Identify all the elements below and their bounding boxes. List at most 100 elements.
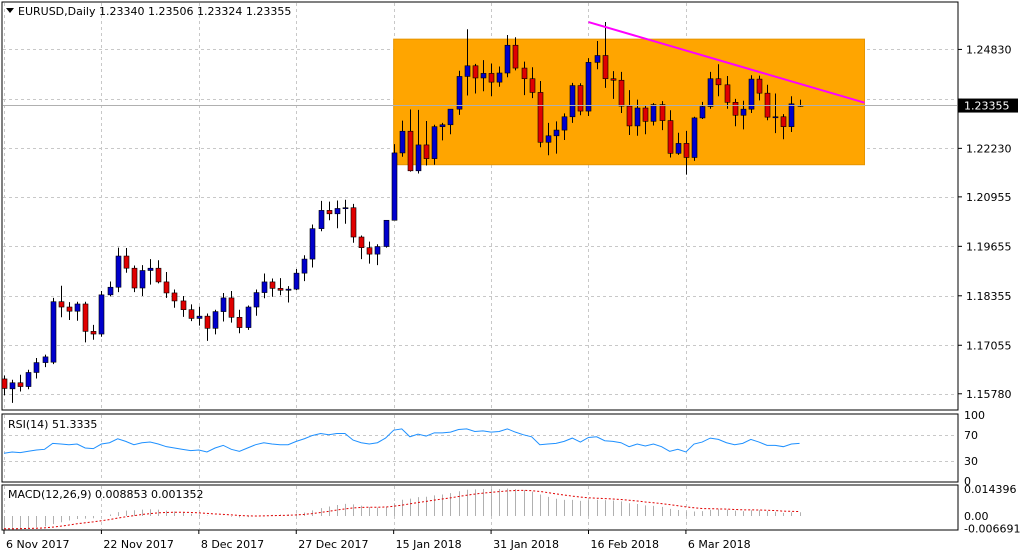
candle-body	[33, 362, 40, 373]
candle-body	[772, 116, 779, 119]
time-axis: 6 Nov 2017 22 Nov 2017 8 Dec 2017 27 Dec 20…	[3, 530, 751, 551]
price-tick-label: 1.24830	[966, 43, 1012, 56]
candle-body	[163, 281, 170, 294]
candle-body	[399, 130, 406, 154]
macd-tick-label: -0.006691	[964, 523, 1020, 536]
candle-body	[342, 207, 349, 210]
candle-body	[577, 85, 584, 112]
candle-body	[196, 315, 203, 319]
candle-body	[407, 130, 414, 172]
candle-body	[480, 73, 487, 79]
candle-body	[171, 292, 178, 302]
macd-tick-label: 0.00	[964, 510, 989, 523]
price-tick-label: 1.17055	[966, 339, 1012, 352]
candle-body	[98, 294, 105, 335]
candle-body	[569, 85, 576, 118]
candle-body	[659, 104, 666, 121]
rsi-series	[3, 428, 800, 454]
candle-body	[488, 73, 495, 83]
candle-body	[748, 78, 755, 110]
descending-trendline[interactable]	[588, 21, 865, 104]
rsi-panel-frame	[1, 413, 959, 483]
candle-body	[545, 135, 552, 143]
candle-body	[269, 281, 276, 289]
candle-body	[439, 124, 446, 127]
candle-body	[25, 372, 32, 387]
candle-body	[318, 210, 325, 229]
candle-body	[90, 331, 97, 335]
candle-body	[58, 301, 65, 308]
rsi-tick-label: 70	[964, 429, 978, 442]
candle-body	[1, 378, 8, 389]
candle-body	[431, 126, 438, 159]
candle-body	[236, 316, 243, 328]
candle-body	[188, 309, 195, 319]
candle-body	[464, 65, 471, 77]
candle-body	[350, 207, 357, 238]
time-tick-label: 27 Dec 2017	[298, 538, 368, 551]
candle-body	[626, 105, 633, 127]
candle-body	[285, 288, 292, 291]
rsi-line	[3, 428, 800, 454]
candle-body	[642, 107, 649, 122]
candle-body	[82, 303, 89, 332]
candle-body	[415, 144, 422, 172]
candle-body	[123, 255, 130, 269]
candle-body	[301, 258, 308, 274]
candle-body	[50, 301, 57, 363]
candle-body	[17, 382, 24, 387]
candle-body	[334, 208, 341, 215]
candle-body	[667, 120, 674, 154]
rsi-tick-label: 100	[964, 409, 985, 422]
candle-body	[456, 76, 463, 110]
candle-body	[650, 104, 657, 122]
rsi-grid	[3, 415, 957, 481]
candle-body	[447, 108, 454, 126]
time-tick-label: 6 Nov 2017	[6, 538, 69, 551]
candle-body	[496, 72, 503, 83]
candle-body	[374, 246, 381, 255]
time-tick-label: 6 Mar 2018	[688, 538, 751, 551]
rsi-axis: 100 70 30 0	[964, 409, 985, 488]
candle-body	[780, 116, 787, 127]
candle-body	[610, 78, 617, 81]
candle-body	[293, 272, 300, 290]
candle-body	[504, 44, 511, 74]
candle-body	[212, 311, 219, 329]
price-tick-label: 1.20955	[966, 191, 1012, 204]
price-tick-label: 1.18355	[966, 290, 1012, 303]
candle-body	[253, 292, 260, 308]
candle-body	[512, 44, 519, 69]
candle-body	[115, 255, 122, 288]
price-tick-label: 1.15780	[966, 388, 1012, 401]
candle-body	[732, 102, 739, 116]
macd-header: MACD(12,26,9) 0.008853 0.001352	[8, 488, 204, 501]
current-price-label: 1.23355	[964, 100, 1010, 113]
candle-body	[309, 228, 316, 260]
candle-body	[383, 219, 390, 247]
main-panel-frame	[1, 1, 959, 411]
candle-body	[228, 297, 235, 318]
candle-body	[42, 356, 49, 363]
candle-body	[358, 236, 365, 248]
candle-body	[675, 143, 682, 154]
time-tick-label: 22 Nov 2017	[103, 538, 173, 551]
candle-body	[107, 286, 114, 296]
rsi-tick-label: 30	[964, 455, 978, 468]
candle-body	[529, 78, 536, 93]
candle-body	[724, 84, 731, 103]
candle-body	[788, 103, 795, 127]
candle-body	[634, 107, 641, 127]
candle-body	[699, 106, 706, 119]
candle-body	[561, 116, 568, 131]
candle-body	[277, 288, 284, 291]
candle-body	[537, 92, 544, 143]
price-tick-label: 1.22230	[966, 142, 1012, 155]
candlestick-series	[1, 22, 804, 403]
candle-body	[423, 144, 430, 159]
symbol-dropdown-icon[interactable]	[6, 8, 14, 13]
macd-signal-line	[4, 489, 800, 530]
time-tick-label: 15 Jan 2018	[396, 538, 462, 551]
candle-body	[707, 78, 714, 107]
